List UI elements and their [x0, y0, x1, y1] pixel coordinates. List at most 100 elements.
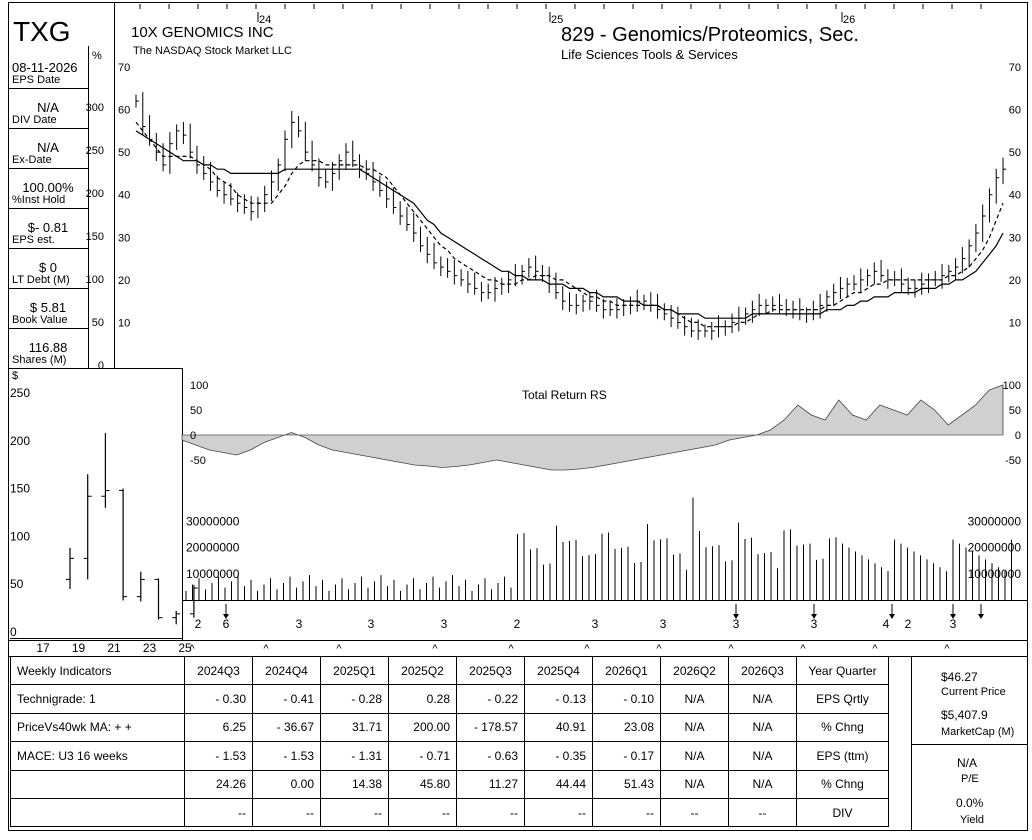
pct-tick: 150 — [86, 231, 104, 243]
table-cell: -- — [320, 797, 389, 828]
rs-tick-left: 100 — [190, 380, 208, 392]
earnings-arrow-down — [889, 614, 895, 619]
table-cell: 31.71 — [320, 712, 389, 743]
table-row: 24.26 0.00 14.38 45.80 11.27 44.44 51.43 N/A N/A… — [10, 769, 889, 799]
table-cell: N/A — [660, 712, 729, 743]
rs-tick-right: -50 — [1005, 455, 1021, 467]
table-cell: MACE: U3 16 weeks — [10, 741, 185, 771]
table-cell: 2024Q4 — [252, 655, 321, 686]
yield-label: Yield — [960, 814, 985, 826]
table-cell — [10, 797, 185, 828]
sidebar-label: Book Value — [12, 314, 68, 326]
table-cell: Weekly Indicators — [10, 655, 185, 686]
table-cell: 2026Q3 — [728, 655, 797, 686]
table-cell: 200.00 — [388, 712, 457, 743]
sidebar-label: Ex-Date — [12, 154, 52, 166]
annual-x-label: 23 — [143, 641, 157, 655]
table-cell: - 1.31 — [320, 741, 389, 771]
year-marker-label: 26 — [843, 14, 855, 26]
earnings-arrow-down — [223, 614, 229, 619]
table-cell: 23.08 — [592, 712, 661, 743]
price-tick-right: 20 — [1009, 275, 1021, 287]
annual-x-label: 19 — [72, 641, 86, 655]
rs-tick-left: -50 — [190, 455, 206, 467]
table-cell: 24.26 — [184, 769, 253, 799]
sidebar-value: 116.88 — [28, 340, 68, 355]
pct-tick: 250 — [86, 145, 104, 157]
table-cell: % Chng — [796, 712, 889, 743]
rs-tick-right: 50 — [1009, 405, 1021, 417]
pct-axis-label: % — [92, 50, 102, 62]
table-cell: - 0.63 — [456, 741, 525, 771]
market-cap: $5,407.9 — [941, 708, 988, 722]
pct-tick: 100 — [86, 274, 104, 286]
table-cell: N/A — [660, 684, 729, 714]
table-cell: - 0.41 — [252, 684, 321, 714]
ticker-symbol: TXG — [13, 16, 71, 47]
price-tick-left: 20 — [118, 275, 130, 287]
dividend-caret: ^ — [432, 643, 438, 655]
earnings-label: 3 — [441, 617, 448, 631]
industry-group: 829 - Genomics/Proteomics, Sec. — [561, 24, 859, 46]
table-cell: N/A — [728, 769, 797, 799]
table-row: Technigrade: 1- 0.30- 0.41- 0.28 0.28- 0.… — [10, 684, 889, 714]
table-header-row: Weekly Indicators 2024Q3 2024Q4 2025Q1 2025Q… — [10, 655, 889, 686]
price-tick-right: 70 — [1009, 62, 1021, 74]
table-cell: -- — [184, 797, 253, 828]
table-cell: N/A — [728, 741, 797, 771]
table-row: PriceVs40wk MA: + +6.25- 36.67 31.71 200.0… — [10, 712, 889, 743]
table-cell: - 0.71 — [388, 741, 457, 771]
table-cell: -- — [388, 797, 457, 828]
dividend-caret: ^ — [800, 643, 806, 655]
rs-area — [181, 384, 1004, 471]
annual-tick: 200 — [10, 434, 30, 448]
annual-tick: 100 — [10, 529, 30, 543]
table-cell: EPS Qrtly — [796, 684, 889, 714]
table-cell: - 0.30 — [184, 684, 253, 714]
table-cell: 2025Q1 — [320, 655, 389, 686]
price-tick-right: 50 — [1009, 147, 1021, 159]
earnings-label: 2 — [195, 617, 202, 631]
earnings-label: 3 — [811, 617, 818, 631]
dividend-caret: ^ — [944, 643, 950, 655]
quarterly-table: Weekly Indicators 2024Q3 2024Q4 2025Q1 2025Q… — [10, 655, 889, 828]
dividend-caret: ^ — [728, 643, 734, 655]
annual-tick: 50 — [10, 577, 24, 591]
table-cell: - 0.35 — [524, 741, 593, 771]
rs-title: Total Return RS — [522, 388, 607, 402]
annual-y-label: $ — [12, 370, 19, 382]
table-cell: -- — [456, 797, 525, 828]
volume-tick-right: 30000000 — [968, 514, 1022, 528]
table-cell: - 1.53 — [252, 741, 321, 771]
volume-tick-right: 10000000 — [968, 567, 1022, 581]
table-cell: - 0.28 — [320, 684, 389, 714]
annual-tick: 0 — [10, 625, 17, 639]
sidebar-value: $ 5.81 — [29, 300, 67, 315]
price-tick-left: 60 — [118, 105, 130, 117]
volume-tick-left: 30000000 — [186, 514, 240, 528]
pct-tick: 200 — [86, 188, 104, 200]
earnings-label: 2 — [514, 617, 521, 631]
earnings-label: 3 — [592, 617, 599, 631]
sidebar-value: 100.00% — [22, 180, 74, 195]
exchange-name: The NASDAQ Stock Market LLC — [133, 45, 292, 57]
price-tick-left: 10 — [118, 317, 130, 329]
volume-tick-right: 20000000 — [968, 541, 1022, 555]
rs-tick-left: 0 — [190, 430, 196, 442]
table-cell: 11.27 — [456, 769, 525, 799]
sidebar-value: N/A — [37, 140, 59, 155]
earnings-label: 3 — [368, 617, 375, 631]
table-cell: - 1.53 — [184, 741, 253, 771]
table-cell: N/A — [660, 769, 729, 799]
table-cell: N/A — [660, 741, 729, 771]
ma-10-week-line — [135, 121, 1004, 328]
sidebar-label: EPS Date — [12, 74, 61, 86]
price-tick-left: 70 — [118, 62, 130, 74]
earnings-arrow-down — [978, 614, 984, 619]
dividend-caret: ^ — [508, 643, 514, 655]
table-cell: EPS (ttm) — [796, 741, 889, 771]
volume-tick-left: 20000000 — [186, 541, 240, 555]
price-tick-right: 60 — [1009, 105, 1021, 117]
pct-tick: 0 — [98, 360, 104, 372]
ma-40-week-line — [135, 130, 1004, 319]
